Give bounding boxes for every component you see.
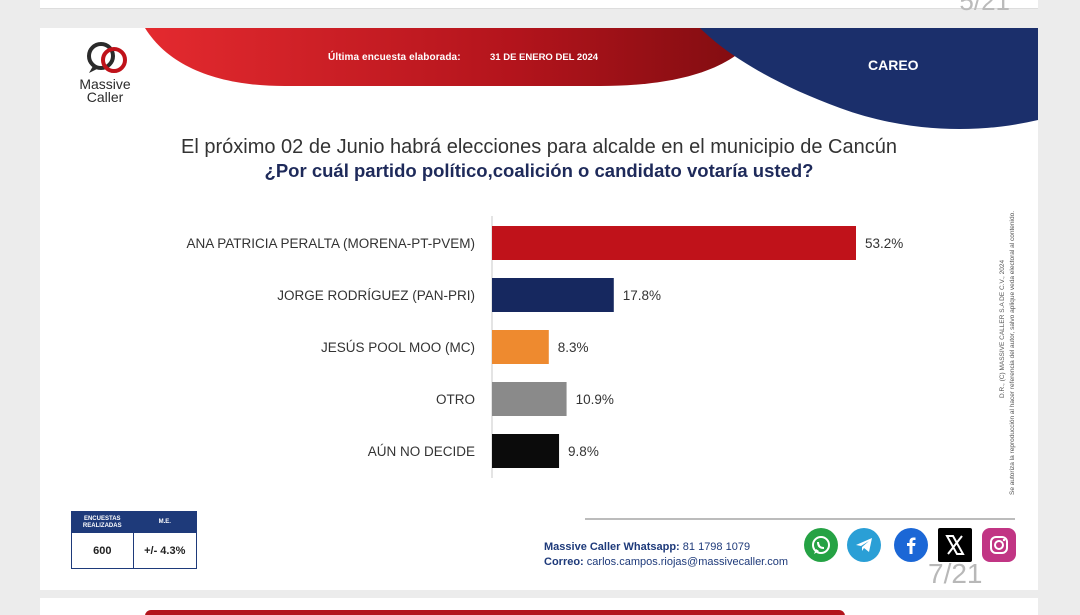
last-survey-date: 31 DE ENERO DEL 2024	[490, 52, 599, 63]
next-slide-edge	[40, 598, 1038, 615]
question-context: El próximo 02 de Junio habrá elecciones …	[181, 136, 897, 158]
methodology-table: ENCUESTAS REALIZADAS M.E. 600 +/- 4.3%	[71, 511, 197, 569]
previous-slide-edge	[40, 0, 1038, 9]
copyright-note: D.R., (C) MASSIVE CALLER S.A DE C.V., 20…	[997, 143, 1017, 498]
bar	[492, 226, 856, 260]
footer-divider	[585, 518, 1015, 520]
logo-icon	[87, 42, 127, 73]
value-label: 8.3%	[558, 340, 589, 355]
logo-text-caller: Caller	[86, 89, 124, 105]
surveys-value: 600	[72, 533, 134, 568]
question-title: ¿Por cuál partido político,coalición o c…	[264, 160, 814, 181]
category-label: AÚN NO DECIDE	[368, 444, 475, 459]
surveys-header: ENCUESTAS REALIZADAS	[72, 512, 134, 533]
header-decoration	[145, 28, 1038, 130]
value-label: 10.9%	[576, 392, 614, 407]
page-counter: 7/21	[928, 558, 983, 589]
category-label: ANA PATRICIA PERALTA (MORENA-PT-PVEM)	[186, 236, 475, 251]
bar	[492, 382, 567, 416]
category-label: OTRO	[436, 392, 475, 407]
previous-page-counter: 5/21	[959, 0, 1010, 16]
copyright-line: D.R., (C) MASSIVE CALLER S.A DE C.V., 20…	[999, 259, 1006, 398]
category-label: JESÚS POOL MOO (MC)	[321, 340, 475, 355]
bar	[492, 434, 560, 468]
massive-caller-logo: Massive Caller	[68, 40, 148, 105]
x-icon[interactable]	[938, 528, 972, 562]
telegram-icon[interactable]	[847, 528, 881, 562]
whatsapp-label: Massive Caller Whatsapp:	[544, 541, 680, 553]
whatsapp-number[interactable]: 81 1798 1079	[682, 541, 751, 553]
reproduction-line: Se autoriza la reproducción al hacer ref…	[1009, 210, 1016, 495]
whatsapp-icon[interactable]	[804, 528, 838, 562]
value-label: 53.2%	[865, 236, 903, 251]
poll-slide: Última encuesta elaborada: 31 DE ENERO D…	[40, 28, 1038, 590]
last-survey-label: Última encuesta elaborada:	[328, 52, 461, 63]
section-title: CAREO	[868, 57, 919, 73]
margin-header: M.E.	[158, 519, 171, 525]
value-label: 17.8%	[623, 288, 661, 303]
category-label: JORGE RODRÍGUEZ (PAN-PRI)	[277, 288, 475, 303]
bar	[492, 330, 549, 364]
whatsapp-contact: Massive Caller Whatsapp: 81 1798 1079	[544, 541, 750, 553]
instagram-icon[interactable]	[982, 528, 1016, 562]
bar-chart: ANA PATRICIA PERALTA (MORENA-PT-PVEM) 53.…	[186, 216, 903, 478]
margin-value: +/- 4.3%	[144, 544, 186, 557]
value-label: 9.8%	[568, 444, 599, 459]
logo-text-massive: Massive	[79, 76, 131, 92]
email-label: Correo:	[544, 556, 584, 568]
email-address[interactable]: carlos.campos.riojas@massivecaller.com	[586, 556, 789, 568]
bar	[492, 278, 614, 312]
email-contact: Correo: carlos.campos.riojas@massivecall…	[544, 556, 788, 568]
facebook-icon[interactable]	[894, 528, 928, 562]
